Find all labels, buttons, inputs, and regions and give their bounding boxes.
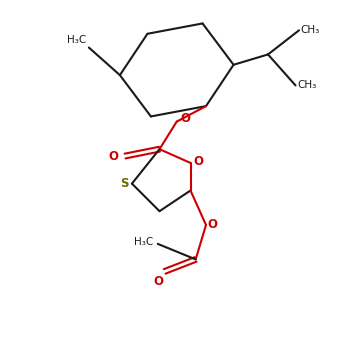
Text: H₃C: H₃C [67, 35, 86, 45]
Text: O: O [153, 275, 163, 288]
Text: O: O [207, 218, 217, 231]
Text: S: S [120, 177, 128, 190]
Text: O: O [181, 112, 191, 125]
Text: O: O [193, 155, 203, 168]
Text: O: O [108, 149, 118, 162]
Text: CH₃: CH₃ [301, 25, 320, 35]
Text: CH₃: CH₃ [297, 80, 316, 90]
Text: H₃C: H₃C [134, 237, 154, 247]
